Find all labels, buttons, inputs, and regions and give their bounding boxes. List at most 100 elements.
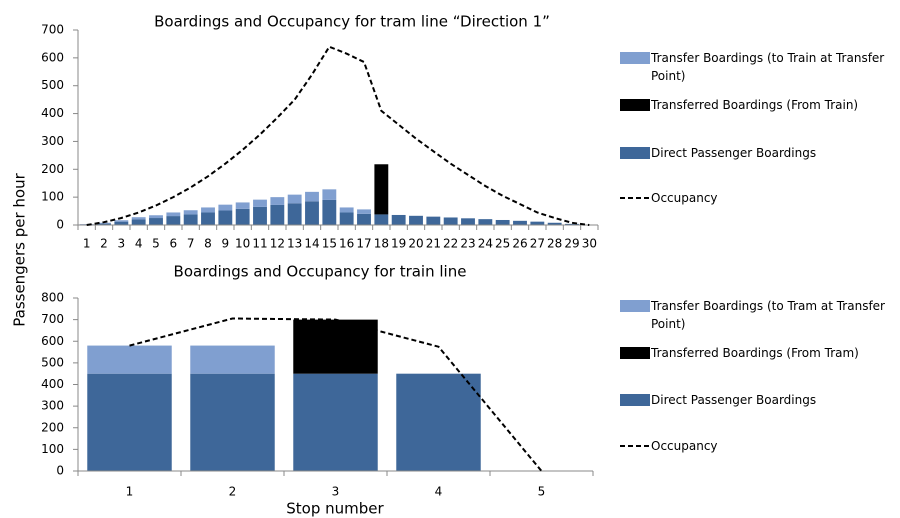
chart-title: Boardings and Occupancy for train line	[174, 263, 467, 281]
y-tick-label: 500	[41, 78, 64, 92]
legend-swatch	[620, 52, 650, 64]
x-tick-label: 27	[530, 237, 545, 251]
x-tick-label: 1	[126, 485, 134, 499]
y-tick-label: 400	[41, 377, 64, 391]
y-tick-label: 600	[41, 334, 64, 348]
bar-segment	[253, 199, 267, 207]
y-tick-label: 400	[41, 106, 64, 120]
legend-entry: Transferred Boardings (From Tram)	[651, 346, 859, 360]
legend-swatch	[620, 147, 650, 159]
bar-segment	[149, 215, 163, 219]
x-tick-label: 28	[547, 237, 562, 251]
x-tick-label: 21	[426, 237, 441, 251]
x-tick-label: 23	[460, 237, 475, 251]
x-tick-label: 22	[443, 237, 458, 251]
y-tick-label: 300	[41, 399, 64, 413]
bar-segment	[218, 204, 233, 211]
bar-segment	[190, 373, 275, 471]
x-tick-label: 15	[322, 237, 337, 251]
x-tick-label: 2	[229, 485, 237, 499]
y-tick-label: 200	[41, 420, 64, 434]
legend-label: Occupancy	[651, 191, 718, 205]
bar-segment	[87, 345, 172, 374]
bar-segment	[391, 214, 406, 225]
bar-segment	[114, 221, 129, 225]
bar-segment	[461, 218, 475, 225]
bar-segment	[183, 210, 198, 215]
bar-segment	[565, 223, 579, 225]
y-tick-label: 600	[41, 50, 64, 64]
legend-entry: Direct Passenger Boardings	[651, 393, 816, 407]
x-tick-label: 24	[478, 237, 493, 251]
y-tick-label: 800	[41, 291, 64, 305]
bar-segment	[131, 219, 146, 225]
occupancy-line	[129, 317, 543, 472]
bar-segment	[287, 203, 302, 225]
bar-segment	[166, 216, 181, 225]
bar-segment	[426, 216, 441, 225]
y-tick-label: 100	[41, 190, 64, 204]
legend-label: Transferred Boardings (From Tram)	[651, 346, 859, 360]
bar-segment	[530, 221, 545, 225]
x-tick-label: 11	[252, 237, 267, 251]
legend-entry: Occupancy	[651, 191, 718, 205]
legend-swatch	[620, 99, 650, 111]
x-tick-label: 30	[582, 237, 597, 251]
legend-label: Transfer Boardings (to Train at Transfer…	[651, 51, 885, 83]
bar-segment	[149, 218, 163, 225]
bar-segment	[513, 220, 527, 225]
y-tick-label: 0	[56, 464, 64, 478]
legend-label: Occupancy	[651, 439, 718, 453]
y-tick-label: 700	[41, 23, 64, 37]
x-tick-label: 14	[304, 237, 319, 251]
x-tick-label: 16	[339, 237, 354, 251]
x-tick-label: 25	[495, 237, 510, 251]
x-tick-label: 5	[152, 237, 160, 251]
occupancy-line	[86, 45, 590, 226]
bar-segment	[131, 217, 146, 220]
bar-segment	[374, 164, 389, 215]
x-tick-label: 3	[118, 237, 126, 251]
bar-segment	[183, 214, 198, 225]
y-axis-label: Passengers per hour	[11, 172, 29, 326]
bar-segment	[293, 373, 378, 471]
x-tick-label: 8	[204, 237, 212, 251]
bar-segment	[201, 212, 215, 225]
bar-segment	[357, 213, 371, 225]
legend-entry: Occupancy	[651, 439, 718, 453]
bar-segment	[114, 220, 129, 222]
y-tick-label: 500	[41, 355, 64, 369]
bar-segment	[339, 207, 354, 213]
y-tick-label: 0	[56, 218, 64, 232]
legend-entry: Direct Passenger Boardings	[651, 146, 816, 160]
bar-segment	[495, 219, 510, 225]
bar-segment	[190, 345, 275, 374]
x-tick-label: 19	[391, 237, 406, 251]
x-tick-label: 13	[287, 237, 302, 251]
bar-segment	[87, 373, 172, 471]
bar-segment	[97, 223, 111, 225]
y-tick-label: 200	[41, 162, 64, 176]
legend-entry: Transfer Boardings (to Train at Transfer…	[651, 51, 885, 83]
x-tick-label: 7	[187, 237, 195, 251]
legend-entry: Transfer Boardings (to Tram at Transfer …	[651, 299, 885, 331]
x-tick-label: 18	[374, 237, 389, 251]
legend-swatch	[620, 394, 650, 406]
legend-label: Transfer Boardings (to Tram at Transfer …	[651, 299, 885, 331]
bar-segment	[235, 208, 250, 225]
x-tick-label: 4	[435, 485, 443, 499]
x-tick-label: 6	[170, 237, 178, 251]
bar-segment	[253, 206, 267, 225]
bar-segment	[322, 189, 337, 200]
bar-segment	[357, 209, 371, 214]
legend-label: Transferred Boardings (From Train)	[651, 98, 859, 112]
bar-segment	[201, 207, 215, 213]
x-tick-label: 20	[408, 237, 423, 251]
x-tick-label: 1	[83, 237, 91, 251]
bar-segment	[396, 373, 481, 471]
x-tick-label: 12	[270, 237, 285, 251]
x-tick-label: 29	[564, 237, 579, 251]
bar-segment	[547, 222, 562, 225]
bar-segment	[478, 219, 493, 225]
